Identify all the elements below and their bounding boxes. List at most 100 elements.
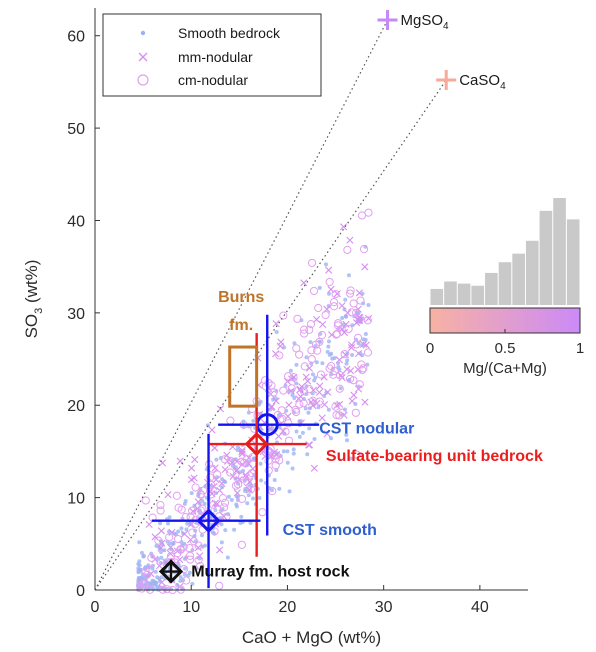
scatter-point — [176, 555, 184, 564]
scatter-point — [167, 515, 172, 520]
scatter-point — [233, 466, 241, 474]
scatter-point — [300, 279, 308, 287]
scatter-point — [203, 543, 208, 548]
scatter-point — [211, 464, 219, 472]
summary-marker — [244, 431, 269, 457]
scatter-point — [159, 555, 164, 560]
scatter-point — [165, 533, 174, 542]
scatter-point — [205, 423, 210, 428]
scatter-point — [281, 449, 286, 454]
scatter-point — [139, 575, 144, 580]
summary-label: Sulfate-bearing unit bedrock — [326, 448, 543, 465]
scatter-point — [329, 298, 339, 307]
scatter-point — [229, 498, 234, 503]
scatter-point — [246, 478, 254, 486]
scatter-point — [314, 360, 319, 365]
scatter-point — [275, 351, 284, 360]
scatter-point — [155, 584, 160, 589]
scatter-point — [199, 533, 204, 538]
scatter-point — [350, 352, 355, 357]
scatter-point — [354, 385, 363, 393]
scatter-point — [196, 490, 205, 499]
scatter-point — [189, 491, 194, 496]
scatter-point — [324, 388, 332, 396]
x-tick-label: 20 — [279, 599, 297, 616]
scatter-point — [137, 540, 142, 545]
scatter-point — [156, 506, 165, 515]
scatter-point — [345, 358, 350, 363]
y-tick-label: 40 — [67, 213, 85, 230]
x-tick-label: 30 — [375, 599, 393, 616]
scatter-point — [200, 498, 205, 503]
scatter-point — [305, 364, 314, 372]
scatter-point — [177, 505, 186, 514]
summary-label: CST nodular — [319, 420, 414, 437]
scatter-point — [158, 521, 163, 526]
scatter-point — [173, 549, 182, 558]
scatter-point — [215, 581, 224, 590]
scatter-point — [239, 514, 244, 519]
scatter-point — [354, 349, 363, 358]
scatter-point — [325, 349, 330, 354]
scatter-point — [156, 500, 165, 510]
scatter-point — [298, 383, 306, 391]
scatter-point — [194, 541, 203, 550]
scatter-point — [287, 384, 296, 393]
scatter-point — [291, 447, 296, 452]
scatter-point — [159, 575, 164, 580]
scatter-point — [331, 402, 340, 411]
scatter-point — [231, 481, 241, 490]
caso4-label: CaSO4 — [459, 72, 506, 92]
scatter-point — [264, 447, 274, 456]
scatter-point — [246, 493, 251, 498]
scatter-point — [158, 550, 163, 555]
scatter-point — [332, 329, 342, 338]
scatter-point — [208, 426, 216, 434]
scatter-point — [361, 337, 366, 342]
scatter-point — [211, 444, 219, 452]
scatter-point — [361, 398, 369, 406]
scatter-point — [359, 245, 369, 254]
mgso4-label: MgSO4 — [401, 12, 450, 32]
scatter-point — [289, 373, 298, 382]
scatter-point — [285, 401, 293, 409]
scatter-point — [183, 566, 188, 571]
scatter-point — [318, 414, 326, 422]
scatter-point — [350, 391, 358, 399]
x-tick-label: 40 — [471, 599, 489, 616]
scatter-point — [182, 501, 187, 506]
scatter-point — [242, 455, 251, 464]
scatter-point — [226, 494, 231, 499]
inset-tick-label: 0.5 — [495, 340, 516, 357]
scatter-point — [292, 341, 297, 346]
scatter-point — [326, 339, 331, 344]
scatter-point — [343, 297, 348, 302]
scatter-point — [185, 521, 190, 526]
scatter-point — [338, 302, 346, 310]
scatter-point — [288, 368, 293, 373]
scatter-point — [300, 362, 309, 371]
scatter-point — [312, 437, 317, 442]
scatter-point — [346, 273, 351, 278]
scatter-point — [335, 356, 343, 364]
scatter-point — [326, 407, 331, 412]
x-axis-label: CaO + MgO (wt%) — [242, 628, 381, 647]
scatter-point — [299, 325, 309, 334]
scatter-point — [299, 387, 309, 396]
scatter-point — [166, 550, 175, 558]
inset-tick-label: 0 — [426, 340, 434, 357]
scatter-point — [234, 480, 243, 489]
scatter-point — [329, 302, 339, 311]
scatter-point — [219, 540, 224, 545]
scatter-point — [358, 365, 367, 375]
scatter-point — [233, 489, 241, 497]
scatter-point — [285, 449, 290, 454]
scatter-point — [237, 457, 246, 466]
legend-label-mm-nodular: mm-nodular — [178, 49, 253, 65]
scatter-point — [213, 470, 222, 479]
scatter-point — [157, 527, 166, 535]
scatter-point — [299, 399, 308, 408]
scatter-point — [349, 299, 358, 308]
scatter-point — [307, 346, 316, 355]
scatter-point — [179, 526, 184, 531]
